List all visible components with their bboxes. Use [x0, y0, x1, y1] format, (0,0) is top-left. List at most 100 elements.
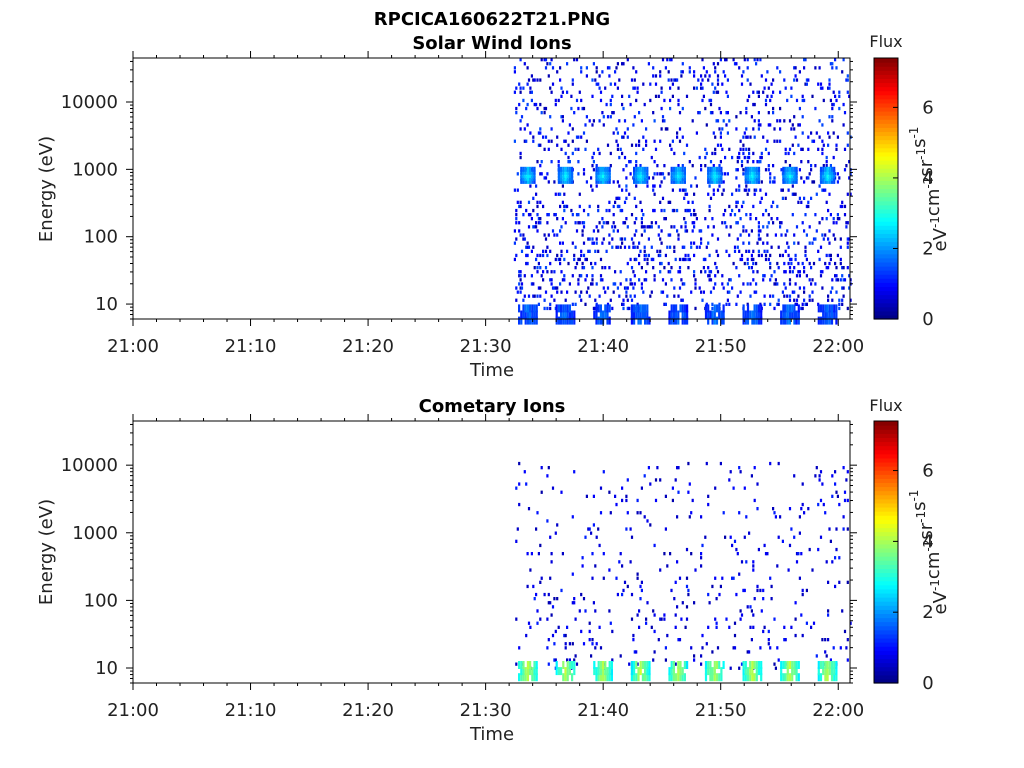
heatmap-cell — [527, 294, 531, 298]
burst-cell — [713, 673, 716, 682]
heatmap-cell — [638, 143, 641, 147]
heatmap-cell — [519, 58, 522, 62]
heatmap-cell — [773, 139, 776, 143]
peak-cell — [830, 166, 834, 172]
burst-cell — [711, 667, 714, 676]
heatmap-cell — [626, 127, 629, 131]
heatmap-cell — [650, 625, 653, 629]
heatmap-cell — [673, 151, 676, 156]
peak-cell — [715, 172, 719, 178]
heatmap-cell — [790, 94, 793, 98]
heatmap-cell — [561, 184, 564, 188]
heatmap-cell — [612, 180, 615, 184]
heatmap-cell — [573, 253, 576, 258]
heatmap-cell — [824, 261, 827, 266]
heatmap-cell — [633, 282, 636, 286]
peak-cell — [597, 175, 600, 181]
heatmap-cell — [769, 172, 772, 176]
peak-cell — [606, 166, 609, 172]
heatmap-cell — [752, 151, 755, 156]
heatmap-cell — [753, 498, 756, 503]
burst-cell — [760, 316, 763, 325]
heatmap-cell — [536, 213, 539, 217]
burst-cell — [826, 316, 829, 325]
heatmap-cell — [819, 245, 823, 249]
heatmap-cell — [794, 633, 797, 638]
peak-cell — [788, 166, 792, 172]
heatmap-cell — [801, 131, 804, 135]
heatmap-cell — [643, 229, 646, 233]
peak-cell — [715, 175, 719, 181]
heatmap-cell — [582, 266, 586, 270]
heatmap-cell — [708, 601, 711, 605]
peak-cell — [793, 166, 796, 172]
peak-cell — [644, 175, 647, 181]
burst-cell — [568, 316, 571, 325]
heatmap-cell — [846, 580, 849, 584]
burst-cell — [707, 316, 710, 325]
heatmap-cell — [746, 135, 749, 139]
heatmap-cell — [738, 184, 741, 188]
heatmap-cell — [553, 286, 556, 290]
heatmap-cell — [819, 82, 823, 86]
burst-cell — [522, 304, 525, 313]
burst-cell — [828, 661, 831, 669]
peak-cell — [828, 172, 831, 178]
heatmap-cell — [513, 257, 516, 262]
heatmap-cell — [745, 135, 748, 139]
heatmap-cell — [677, 270, 680, 274]
heatmap-cell — [621, 302, 624, 306]
heatmap-cell — [533, 294, 536, 298]
burst-cell — [635, 304, 638, 313]
burst-cell — [683, 316, 686, 325]
heatmap-cell — [831, 278, 834, 282]
heatmap-cell — [849, 621, 852, 625]
heatmap-cell — [740, 560, 744, 564]
heatmap-cell — [719, 160, 722, 164]
heatmap-cell — [522, 237, 525, 241]
heatmap-cell — [746, 302, 749, 306]
heatmap-cell — [738, 466, 741, 470]
heatmap-cell — [846, 527, 849, 531]
heatmap-cell — [568, 642, 571, 646]
heatmap-cell — [695, 217, 698, 221]
burst-cell — [637, 667, 640, 676]
heatmap-cell — [539, 617, 542, 621]
burst-cell — [822, 667, 825, 676]
heatmap-cell — [714, 147, 717, 151]
heatmap-cell — [584, 257, 587, 262]
heatmap-cell — [688, 160, 691, 164]
burst-cell — [780, 667, 783, 676]
heatmap-cell — [825, 266, 828, 270]
burst-cell — [709, 673, 712, 682]
heatmap-cell — [612, 229, 615, 233]
peak-cell — [597, 169, 600, 175]
heatmap-cell — [762, 241, 765, 245]
heatmap-cell — [519, 286, 522, 290]
heatmap-cell — [663, 617, 666, 621]
peak-cell — [564, 175, 567, 181]
heatmap-cell — [515, 662, 518, 666]
colorbar-step — [874, 62, 898, 67]
heatmap-cell — [831, 494, 834, 498]
heatmap-cell — [836, 494, 839, 498]
heatmap-cell — [653, 278, 656, 282]
burst-cell — [824, 310, 827, 319]
heatmap-cell — [834, 470, 837, 474]
heatmap-cell — [835, 274, 838, 278]
peak-cell — [675, 172, 678, 178]
heatmap-cell — [581, 261, 584, 266]
burst-cell — [746, 673, 750, 682]
heatmap-cell — [577, 106, 580, 111]
heatmap-cell — [772, 294, 775, 298]
heatmap-cell — [629, 560, 632, 564]
peak-cell — [672, 175, 675, 181]
burst-cell — [791, 667, 794, 676]
heatmap-cell — [659, 237, 662, 241]
burst-cell — [760, 310, 763, 319]
heatmap-cell — [707, 78, 710, 82]
heatmap-cell — [843, 490, 847, 494]
heatmap-cell — [756, 160, 759, 164]
heatmap-cell — [540, 172, 543, 176]
heatmap-cell — [533, 225, 536, 229]
